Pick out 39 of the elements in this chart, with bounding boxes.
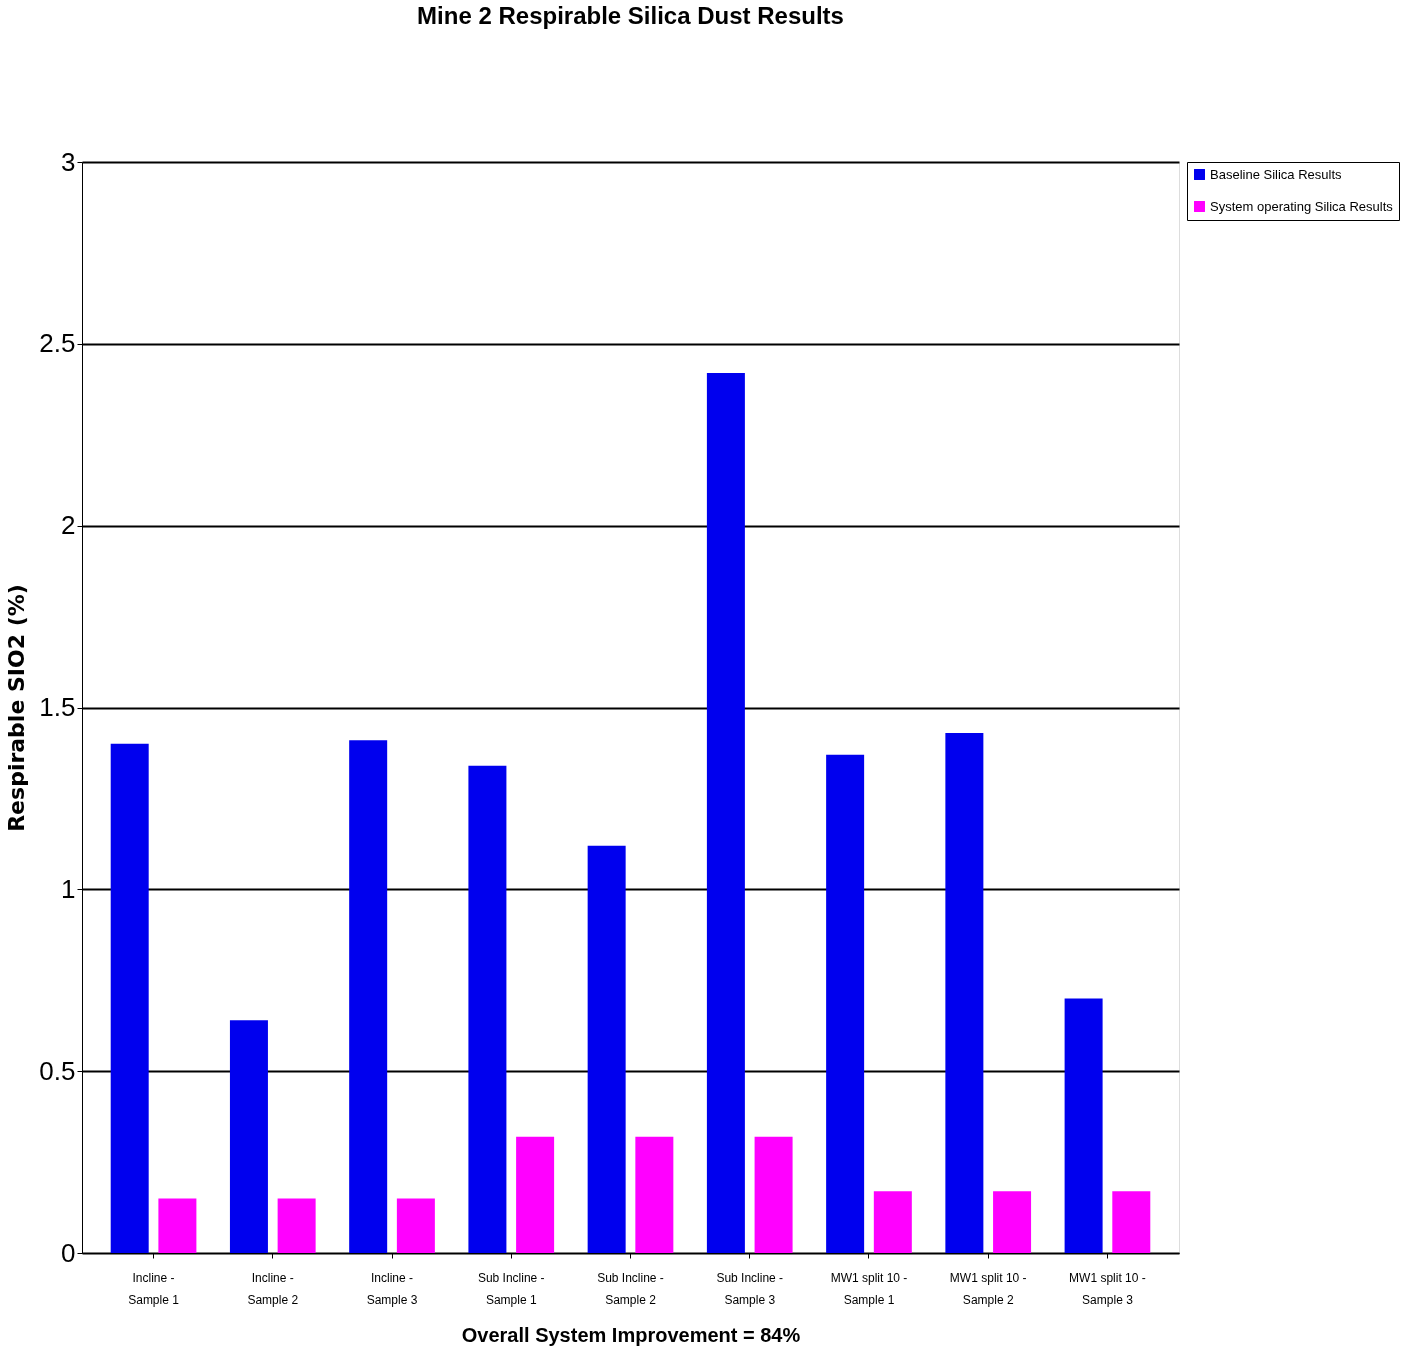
bar xyxy=(396,1198,435,1253)
y-tick-label: 2 xyxy=(61,510,76,541)
y-axis-title: Respirable SIO2 (%) xyxy=(4,584,30,832)
x-tick-label: Sub Incline - Sample 2 xyxy=(597,1270,664,1307)
x-tick-label: Incline - Sample 2 xyxy=(247,1270,299,1307)
chart-title: Mine 2 Respirable Silica Dust Results xyxy=(417,2,844,29)
bar xyxy=(277,1198,316,1253)
bar xyxy=(706,372,745,1253)
x-tick-label: MW1 split 10 - Sample 3 xyxy=(1069,1270,1146,1307)
bar xyxy=(1064,998,1103,1253)
bar xyxy=(516,1136,555,1253)
bar xyxy=(993,1191,1032,1253)
bar xyxy=(754,1136,793,1253)
bar xyxy=(635,1136,674,1253)
y-tick-label: 3 xyxy=(61,146,76,177)
y-tick-label: 0 xyxy=(61,1237,76,1268)
y-tick-label: 1 xyxy=(61,873,76,904)
bar xyxy=(587,845,626,1253)
bar xyxy=(110,743,149,1253)
y-tick-label: 2.5 xyxy=(39,328,76,359)
x-tick-label: Incline - Sample 3 xyxy=(366,1270,418,1307)
x-tick-label: MW1 split 10 - Sample 1 xyxy=(830,1270,908,1307)
bar xyxy=(229,1020,268,1253)
bar xyxy=(468,765,507,1253)
bar xyxy=(1112,1191,1151,1253)
x-tick-label: MW1 split 10 - Sample 2 xyxy=(949,1270,1027,1307)
x-tick-label: Sub Incline - Sample 3 xyxy=(716,1270,784,1307)
legend-label: System operating Silica Results xyxy=(1210,198,1394,214)
bar xyxy=(349,740,388,1253)
bar xyxy=(945,732,984,1253)
x-tick-label: Sub Incline - Sample 1 xyxy=(477,1270,545,1307)
y-tick-label: 1.5 xyxy=(39,692,76,722)
legend-label: Baseline Silica Results xyxy=(1210,166,1342,182)
text: Overall System Improvement = 84% xyxy=(461,1323,801,1346)
x-tick-label: Incline - Sample 1 xyxy=(128,1270,180,1307)
bar xyxy=(826,754,865,1253)
bar xyxy=(158,1198,197,1253)
bar xyxy=(873,1191,912,1253)
y-tick-label: 0.5 xyxy=(39,1055,76,1086)
